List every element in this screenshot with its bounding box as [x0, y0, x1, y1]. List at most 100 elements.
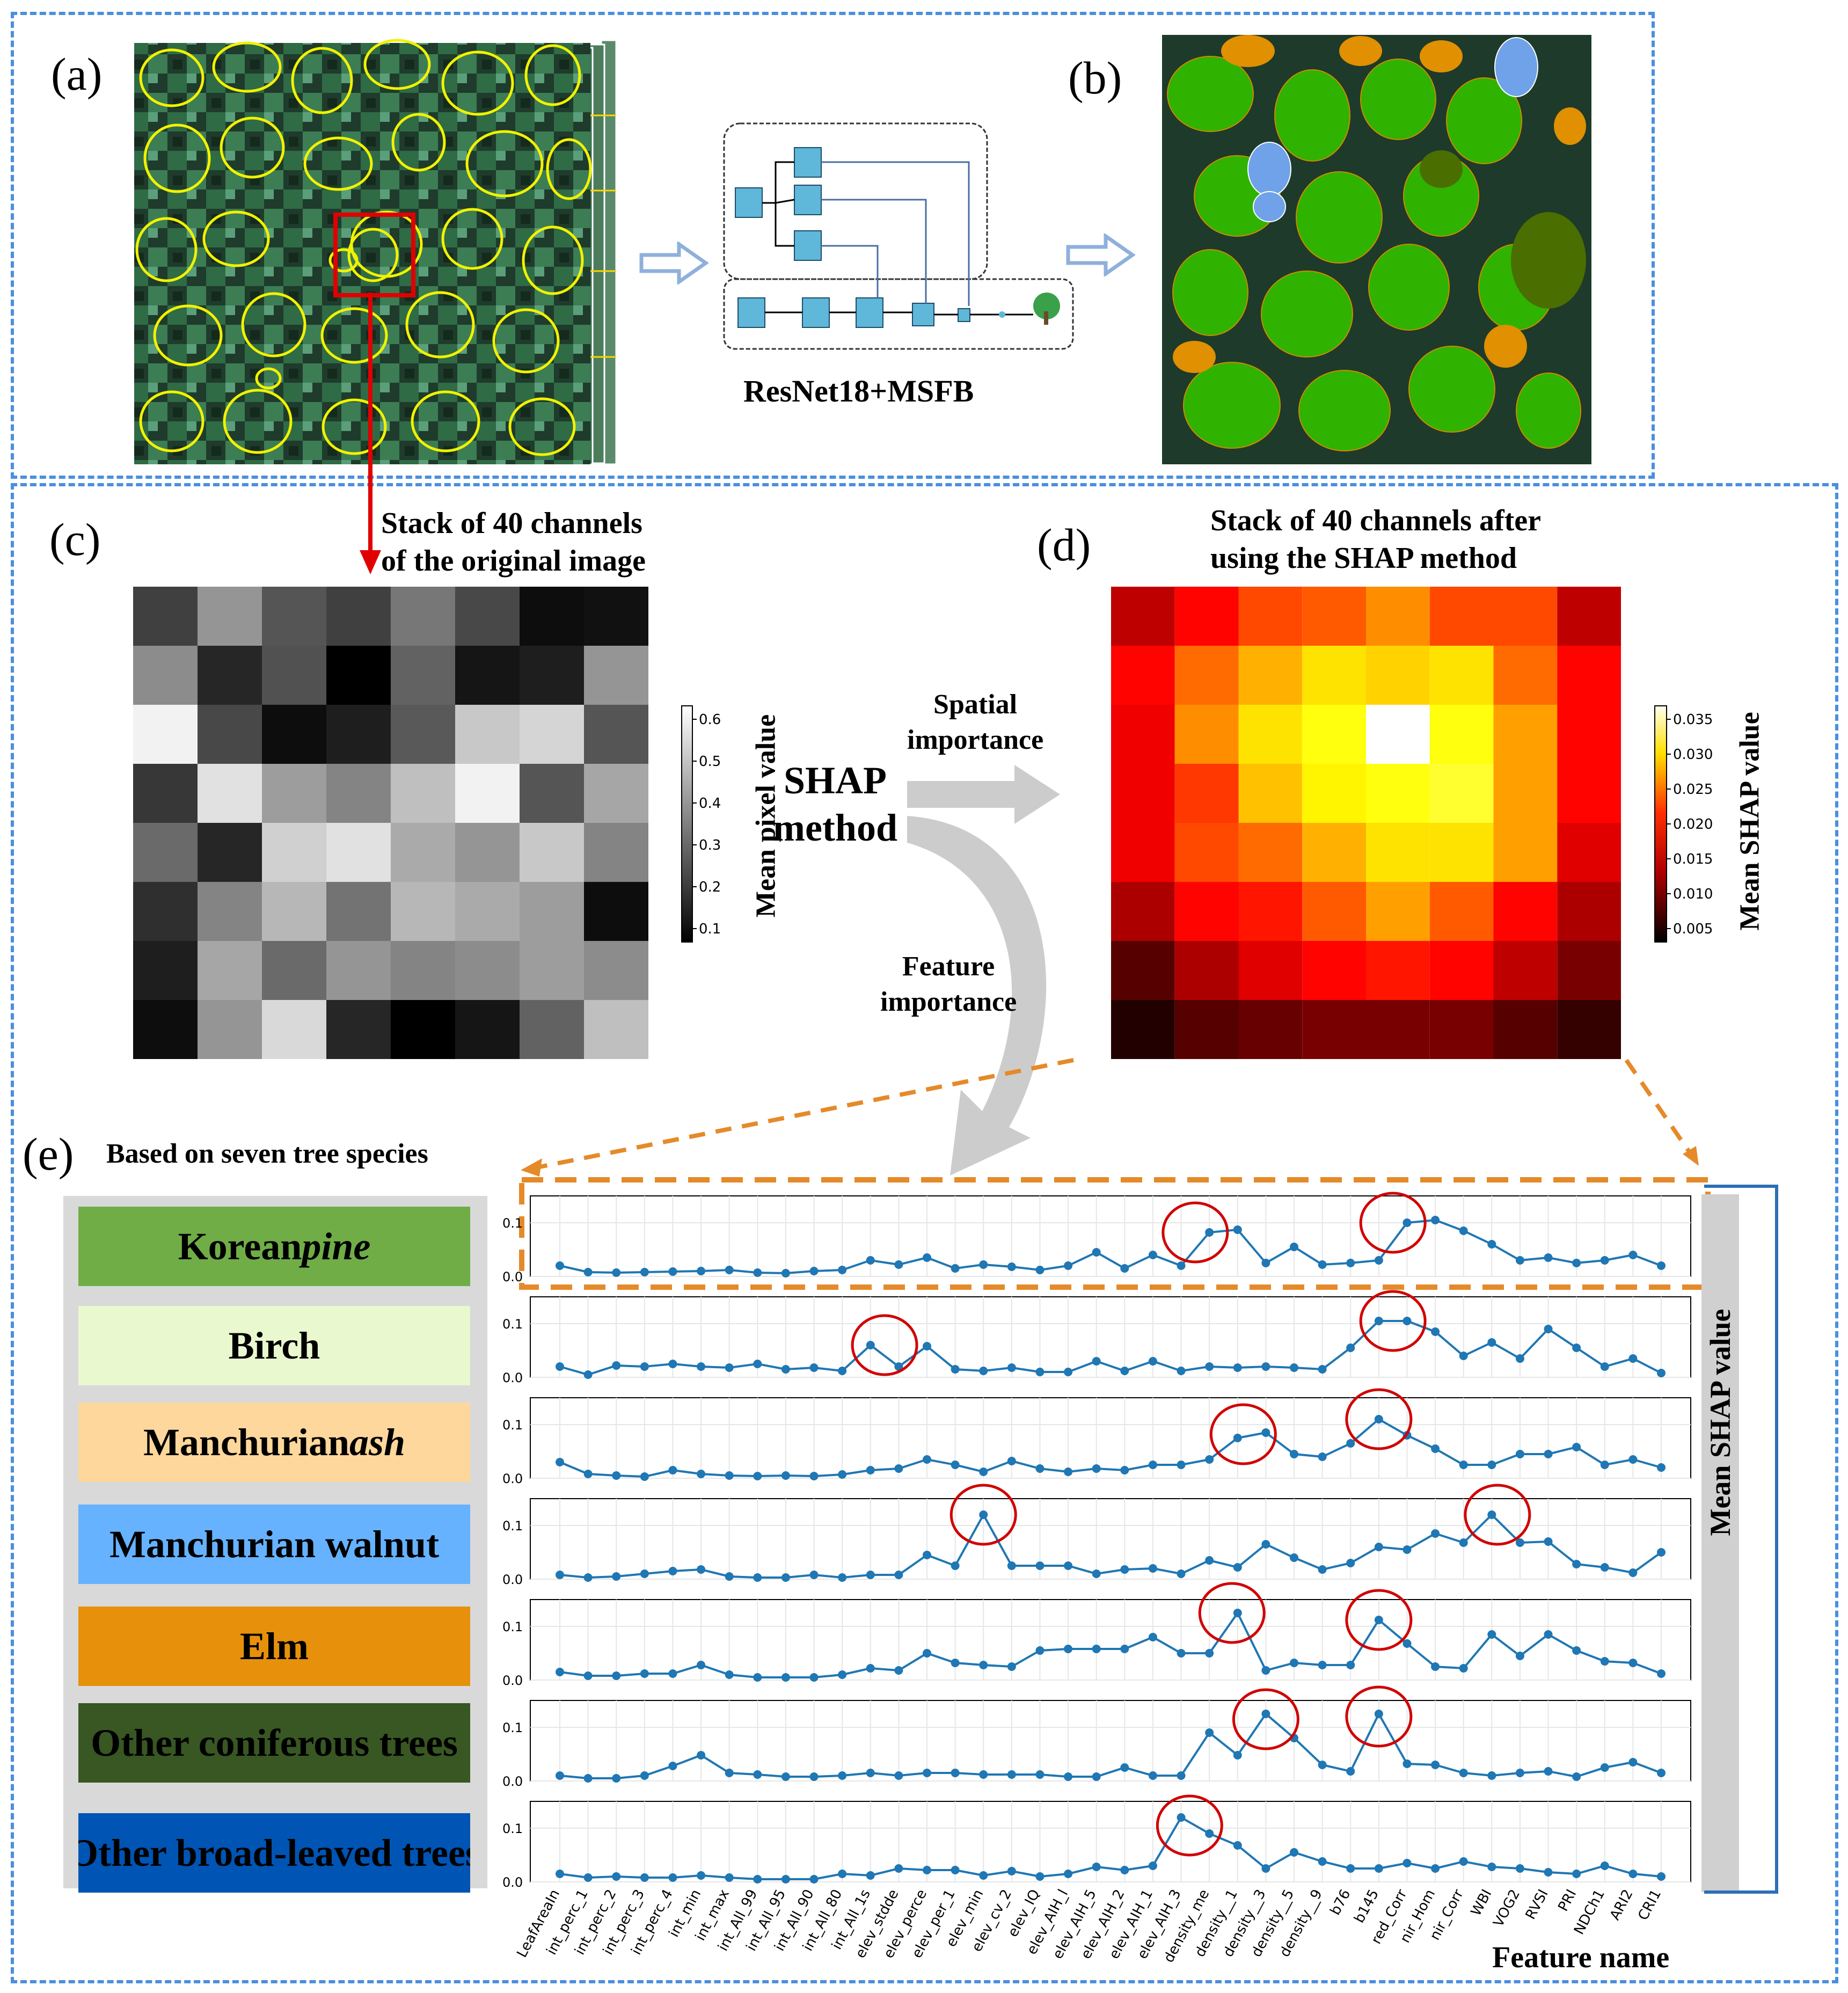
- pixel-cell: [198, 705, 262, 764]
- data-point: [1233, 1225, 1242, 1234]
- colorbar-tick-label: 0.4: [699, 795, 721, 812]
- data-point: [1148, 1251, 1157, 1259]
- data-point: [866, 1571, 875, 1579]
- data-point: [1261, 1362, 1270, 1371]
- data-point: [668, 1466, 677, 1474]
- pixel-cell: [391, 941, 455, 1000]
- data-point: [1374, 1710, 1383, 1718]
- line-chart-panel: 0.0 0.1: [502, 1582, 1691, 1688]
- data-point: [894, 1464, 903, 1473]
- data-point: [1572, 1259, 1581, 1267]
- data-point: [866, 1769, 875, 1777]
- data-point: [1148, 1771, 1157, 1780]
- data-point: [1487, 1630, 1496, 1639]
- data-point: [1233, 1563, 1242, 1572]
- shap-cell: [1493, 882, 1558, 941]
- legend-item-label: Korean: [178, 1224, 302, 1268]
- pixel-cell: [326, 941, 391, 1000]
- x-tick-label: WBI: [1468, 1887, 1495, 1918]
- pixel-cell: [520, 646, 584, 705]
- shap-cell: [1238, 764, 1303, 823]
- shap-cell: [1429, 764, 1494, 823]
- shap-cell: [1238, 941, 1303, 1000]
- data-point: [781, 1573, 790, 1582]
- data-point: [697, 1661, 706, 1669]
- colorbar-tick-label: 0.035: [1673, 712, 1713, 728]
- x-tick-label: PRI: [1555, 1887, 1580, 1914]
- shap-cell: [1238, 1000, 1303, 1059]
- shap-cell: [1111, 646, 1175, 705]
- shap-cell: [1174, 1000, 1239, 1059]
- data-point: [1261, 1259, 1270, 1267]
- shap-feature-line-charts: 0.00.10.00.10.00.10.00.10.00.10.00.10.00…: [502, 1192, 1691, 1965]
- data-point: [1403, 1545, 1412, 1554]
- spatial-arrow-icon: [907, 765, 1060, 824]
- shap-cell: [1557, 823, 1621, 882]
- shap-cell: [1557, 882, 1621, 941]
- pixel-cell: [133, 587, 198, 646]
- highlight-circle: [949, 1484, 1017, 1546]
- highlight-circle: [1345, 1589, 1413, 1651]
- data-point: [1544, 1253, 1553, 1262]
- highlight-circle: [1156, 1794, 1223, 1857]
- data-point: [725, 1769, 734, 1777]
- data-point: [1205, 1362, 1214, 1371]
- shap-cell: [1557, 941, 1621, 1000]
- pixel-cell: [133, 823, 198, 882]
- legend-item-species: Other broad-leaved trees: [78, 1813, 470, 1893]
- data-point: [894, 1362, 903, 1371]
- shap-cell: [1302, 882, 1366, 941]
- data-point: [1120, 1466, 1129, 1474]
- data-point: [1120, 1866, 1129, 1874]
- data-point: [583, 1370, 593, 1379]
- shap-cell: [1302, 941, 1366, 1000]
- data-point: [1007, 1662, 1016, 1671]
- data-point: [1628, 1659, 1638, 1667]
- shap-cell: [1366, 882, 1430, 941]
- data-point: [725, 1363, 734, 1372]
- data-point: [556, 1870, 564, 1878]
- data-point: [1657, 1769, 1666, 1777]
- shap-cell: [1429, 941, 1494, 1000]
- data-point: [1628, 1870, 1638, 1878]
- pixel-cell: [520, 587, 584, 646]
- y-tick-label: 0.1: [502, 1821, 523, 1836]
- stack-shap-line2: using the SHAP method: [1210, 542, 1517, 575]
- spatial-importance-label: Spatial importance: [907, 687, 1043, 758]
- pixel-cell: [455, 764, 520, 823]
- data-point: [1515, 1652, 1524, 1660]
- legend-item-species: Other coniferous trees: [78, 1703, 470, 1783]
- data-point: [838, 1470, 847, 1479]
- shap-cell: [1302, 1000, 1366, 1059]
- data-point: [979, 1871, 988, 1880]
- pixel-cell: [262, 1000, 326, 1059]
- data-point: [725, 1572, 734, 1581]
- classified-crown-map: [1162, 35, 1591, 464]
- y-tick-label: 0.1: [502, 1619, 523, 1634]
- series-line: [559, 1711, 1662, 1779]
- pixel-cell: [584, 941, 648, 1000]
- data-point: [612, 1671, 621, 1680]
- pixel-cell: [262, 646, 326, 705]
- series-line: [559, 1611, 1662, 1678]
- x-tick-label: b145: [1351, 1887, 1382, 1925]
- pixel-cell: [262, 823, 326, 882]
- feature-importance-line1: Feature: [902, 951, 995, 982]
- data-point: [1233, 1363, 1242, 1372]
- data-point: [923, 1253, 931, 1262]
- legend-item-label: Manchurian walnut: [109, 1522, 440, 1566]
- data-point: [1177, 1813, 1186, 1822]
- data-point: [923, 1342, 931, 1350]
- colorbar-tick-label: 0.005: [1673, 921, 1713, 937]
- data-point: [1431, 1662, 1440, 1671]
- series-line: [559, 1816, 1662, 1880]
- data-point: [1544, 1868, 1553, 1877]
- data-point: [1374, 1616, 1383, 1624]
- pixel-cell: [584, 823, 648, 882]
- data-point: [1290, 1450, 1298, 1458]
- y-tick-label: 0.1: [502, 1519, 523, 1534]
- data-point: [640, 1771, 649, 1780]
- data-point: [556, 1261, 564, 1270]
- arrow-right-icon: [1066, 233, 1135, 276]
- data-point: [1261, 1864, 1270, 1873]
